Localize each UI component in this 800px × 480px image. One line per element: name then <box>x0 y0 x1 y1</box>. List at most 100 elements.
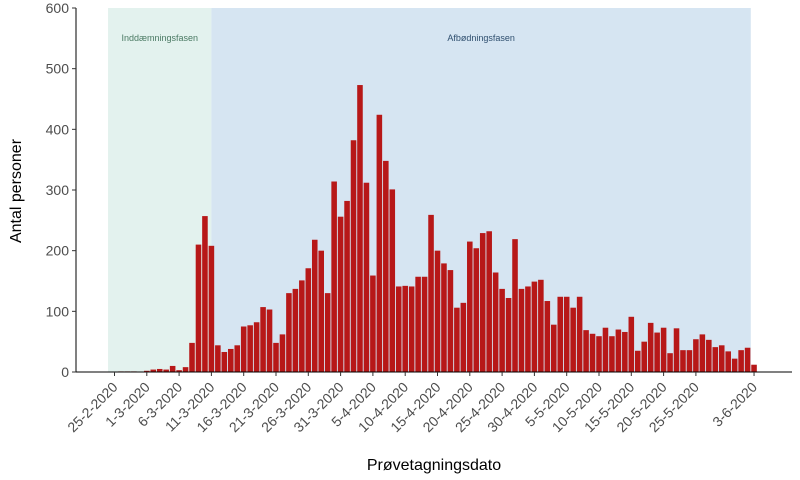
bar <box>363 182 370 372</box>
phase-band-0 <box>108 8 212 372</box>
bar <box>628 316 635 372</box>
bar <box>473 248 480 372</box>
bar <box>538 279 544 372</box>
bar <box>408 286 415 372</box>
bar <box>441 263 447 372</box>
bar <box>273 342 279 372</box>
bar <box>195 244 202 372</box>
bar <box>725 351 731 372</box>
bar <box>492 272 499 372</box>
bar <box>647 322 654 372</box>
bar <box>596 336 602 372</box>
bar <box>247 325 253 372</box>
bar <box>434 250 441 372</box>
bar <box>731 358 738 372</box>
x-axis-ticks: 25-2-20201-3-20206-3-202011-3-202016-3-2… <box>64 372 760 435</box>
bar <box>544 301 551 372</box>
bar <box>156 368 163 372</box>
bar <box>680 350 686 372</box>
data-bars <box>118 85 757 373</box>
bar <box>576 296 583 372</box>
bar <box>693 339 699 372</box>
bar <box>292 288 299 372</box>
bar <box>260 307 266 372</box>
bar <box>253 322 260 372</box>
bar <box>383 160 389 372</box>
bar <box>563 296 570 372</box>
bar <box>641 341 647 372</box>
y-tick-label: 400 <box>46 121 70 137</box>
bar <box>144 370 150 372</box>
y-axis-title: Antal personer <box>8 138 25 243</box>
bar <box>751 364 757 372</box>
phase-label-0: Inddæmningsfasen <box>121 33 198 43</box>
bar <box>240 326 247 372</box>
bar <box>395 286 402 372</box>
bar <box>299 280 305 372</box>
bar <box>305 268 312 372</box>
bar <box>609 336 615 372</box>
bar <box>589 333 596 372</box>
y-tick-label: 100 <box>46 303 70 319</box>
x-axis-title: Prøvetagningsdato <box>367 457 501 474</box>
bar <box>660 327 667 372</box>
bar <box>712 347 719 372</box>
bar <box>337 216 344 372</box>
bar <box>234 345 241 372</box>
bar <box>467 241 473 372</box>
x-tick-label: 3-6-2020 <box>709 379 760 430</box>
y-tick-label: 300 <box>46 182 70 198</box>
bar <box>318 250 324 372</box>
y-tick-label: 600 <box>46 0 70 16</box>
bar <box>499 288 505 372</box>
bar <box>460 302 467 372</box>
bar <box>699 334 706 372</box>
bar <box>654 332 660 372</box>
bar <box>479 233 486 372</box>
bar <box>228 348 234 372</box>
bar <box>551 324 557 372</box>
bar <box>324 293 331 372</box>
phase-labels: Inddæmningsfasen Afbødningsfasen <box>121 33 514 43</box>
bar <box>415 276 421 372</box>
bar <box>686 350 693 372</box>
phase-label-1: Afbødningsfasen <box>447 33 515 43</box>
bar <box>738 350 744 372</box>
bar <box>718 345 725 372</box>
bar <box>311 239 318 372</box>
bar <box>344 200 350 372</box>
bar <box>163 369 169 372</box>
bar <box>744 347 751 372</box>
bar <box>169 365 176 372</box>
bar <box>421 276 428 372</box>
bar <box>286 293 292 372</box>
y-tick-label: 200 <box>46 243 70 259</box>
bar <box>331 181 337 372</box>
bar <box>189 342 195 372</box>
bar <box>583 330 589 372</box>
bar <box>454 307 460 372</box>
bar <box>389 189 396 372</box>
bar <box>525 286 531 372</box>
bar <box>531 281 538 372</box>
bar <box>518 288 525 372</box>
bar <box>615 329 622 372</box>
bar <box>370 275 376 372</box>
bar <box>357 85 363 373</box>
bar <box>673 328 680 372</box>
bar <box>215 345 221 372</box>
bar <box>202 216 208 372</box>
bar <box>447 270 454 372</box>
bar <box>667 353 673 372</box>
bar <box>376 114 383 373</box>
bar <box>486 231 492 372</box>
bar <box>266 309 273 372</box>
bar <box>557 296 564 372</box>
y-tick-label: 0 <box>61 364 69 380</box>
bar <box>208 245 215 372</box>
bar <box>176 370 182 372</box>
bar <box>221 351 228 372</box>
bar <box>505 297 512 372</box>
bar <box>279 334 286 372</box>
bar <box>512 239 518 372</box>
